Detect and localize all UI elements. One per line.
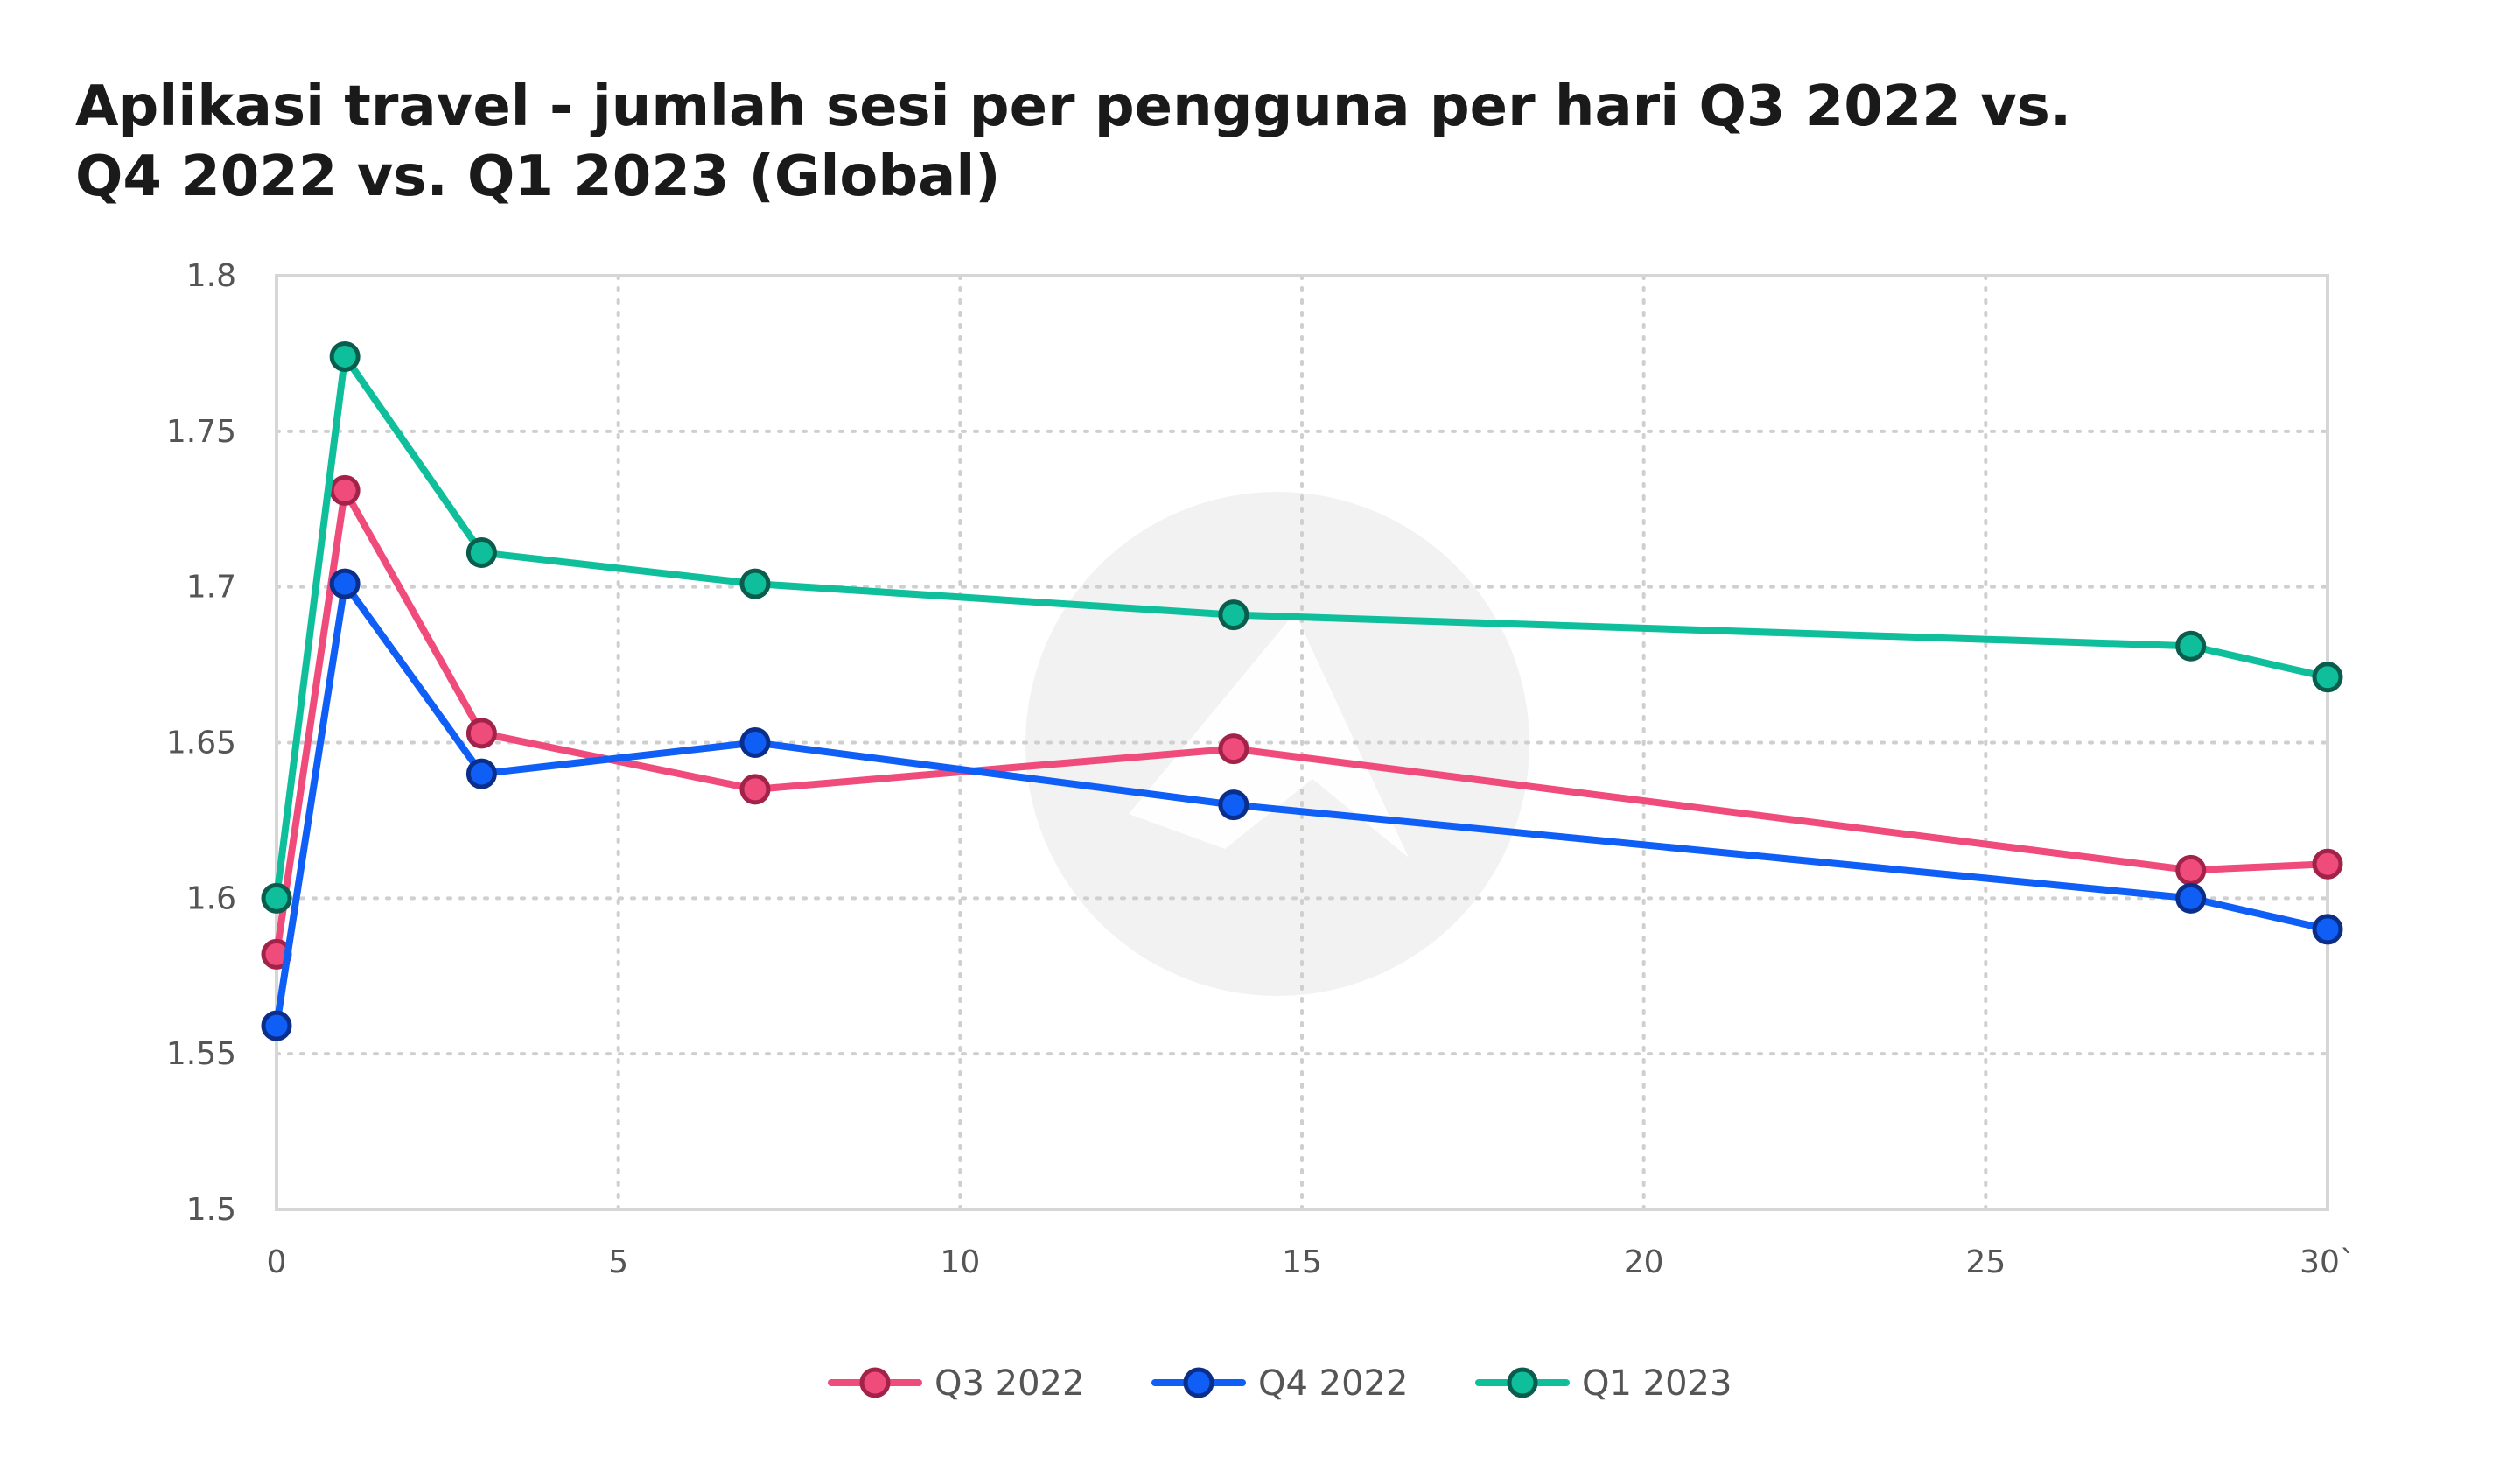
- data-point: [2312, 848, 2343, 880]
- x-tick-label: 15: [1282, 1244, 1322, 1280]
- y-axis-ticks: 1.5 1.55 1.6 1.65 1.7 1.75 1.8: [166, 258, 236, 1228]
- series-q4-2022: [261, 568, 2343, 1041]
- plot-area-frame: [275, 274, 2329, 1211]
- data-point: [261, 882, 292, 914]
- brand-logo-icon: [1129, 613, 1409, 858]
- legend-label: Q1 2023: [1582, 1363, 1732, 1404]
- data-point: [2175, 854, 2207, 886]
- series-q3-2022: [261, 474, 2343, 970]
- legend-swatch-marker: [1507, 1367, 1538, 1398]
- data-point: [2175, 630, 2207, 662]
- data-point: [739, 568, 771, 599]
- data-point: [1218, 599, 1250, 631]
- legend-swatch-marker: [859, 1367, 891, 1398]
- data-point: [329, 340, 360, 372]
- x-axis-ticks: 0 5 10 15 20 25 30`: [267, 1244, 2356, 1280]
- legend-item-q3-2022: Q3 2022: [828, 1363, 1084, 1404]
- data-point: [466, 718, 497, 749]
- data-point: [1218, 733, 1250, 765]
- data-point: [261, 1010, 292, 1041]
- y-tick-label: 1.5: [186, 1192, 236, 1228]
- legend-label: Q3 2022: [934, 1363, 1084, 1404]
- data-point: [2175, 882, 2207, 914]
- legend: Q3 2022 Q4 2022 Q1 2023: [828, 1363, 1732, 1404]
- data-point: [1218, 789, 1250, 821]
- chart-title-line-2: Q4 2022 vs. Q1 2023 (Global): [75, 144, 1001, 209]
- data-point: [2312, 914, 2343, 945]
- y-tick-label: 1.6: [186, 880, 236, 916]
- y-tick-label: 1.8: [186, 258, 236, 294]
- data-point: [329, 474, 360, 506]
- x-tick-label: 0: [267, 1244, 287, 1280]
- chart-title: Aplikasi travel - jumlah sesi per penggu…: [75, 72, 2088, 212]
- chart-title-line-1: Aplikasi travel - jumlah sesi per penggu…: [75, 74, 2072, 139]
- series-layer: [261, 340, 2343, 1041]
- x-tick-label: 30`: [2300, 1244, 2356, 1280]
- x-tick-label: 20: [1624, 1244, 1664, 1280]
- data-point: [2312, 662, 2343, 693]
- y-tick-label: 1.65: [166, 725, 236, 761]
- x-tick-label: 25: [1965, 1244, 2006, 1280]
- legend-item-q1-2023: Q1 2023: [1475, 1363, 1732, 1404]
- x-tick-label: 10: [940, 1244, 980, 1280]
- y-tick-label: 1.7: [186, 570, 236, 606]
- data-point: [466, 537, 497, 569]
- data-point: [739, 774, 771, 805]
- data-point: [329, 568, 360, 599]
- chart-grid: [275, 274, 2329, 1211]
- series-q1-2023: [261, 340, 2343, 914]
- legend-swatch-marker: [1183, 1367, 1214, 1398]
- data-point: [739, 727, 771, 758]
- x-tick-label: 5: [608, 1244, 628, 1280]
- y-tick-label: 1.75: [166, 414, 236, 450]
- legend-item-q4-2022: Q4 2022: [1152, 1363, 1408, 1404]
- y-tick-label: 1.55: [166, 1036, 236, 1072]
- data-point: [466, 758, 497, 789]
- legend-label: Q4 2022: [1258, 1363, 1408, 1404]
